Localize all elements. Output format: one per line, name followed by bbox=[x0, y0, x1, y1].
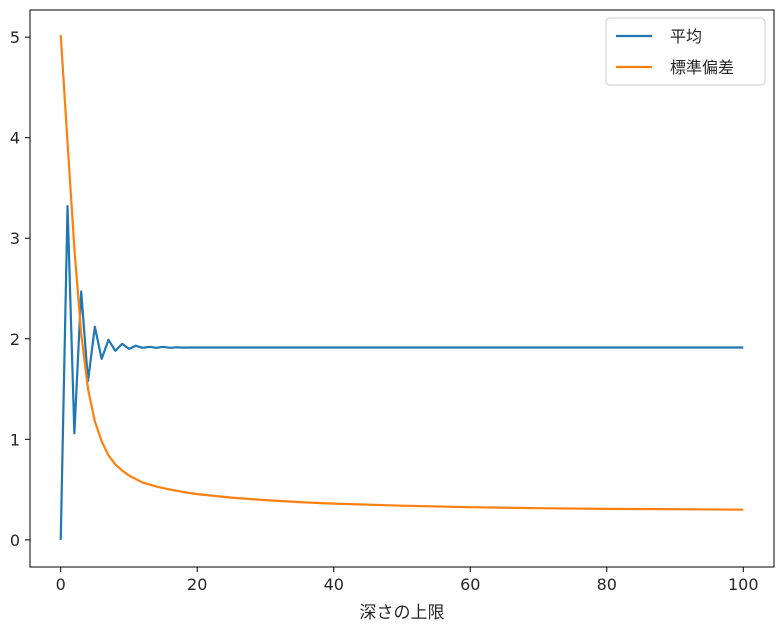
x-tick-label: 20 bbox=[187, 575, 207, 594]
plot-area bbox=[29, 9, 775, 568]
y-axis: 0 1 2 3 4 5 bbox=[10, 28, 30, 550]
legend: 平均 標準偏差 bbox=[605, 17, 766, 86]
legend-label-mean: 平均 bbox=[670, 27, 702, 46]
series-layer bbox=[59, 35, 744, 540]
legend-label-std: 標準偏差 bbox=[670, 58, 734, 77]
x-tick-label: 0 bbox=[56, 575, 66, 594]
legend-box bbox=[605, 17, 766, 86]
y-tick-label: 5 bbox=[10, 28, 20, 47]
x-tick-label: 80 bbox=[597, 575, 617, 594]
x-tick-label: 40 bbox=[324, 575, 344, 594]
y-tick-label: 0 bbox=[10, 531, 20, 550]
y-tick-label: 4 bbox=[10, 129, 20, 148]
x-axis-title: 深さの上限 bbox=[360, 603, 445, 623]
x-tick-label: 60 bbox=[460, 575, 480, 594]
x-tick-label: 100 bbox=[728, 575, 759, 594]
x-axis: 0 20 40 60 80 100 bbox=[56, 567, 759, 594]
series-line-mean bbox=[59, 204, 744, 540]
series-line-std bbox=[59, 35, 744, 511]
y-tick-label: 1 bbox=[10, 430, 20, 449]
y-tick-label: 3 bbox=[10, 229, 20, 248]
y-tick-label: 2 bbox=[10, 330, 20, 349]
